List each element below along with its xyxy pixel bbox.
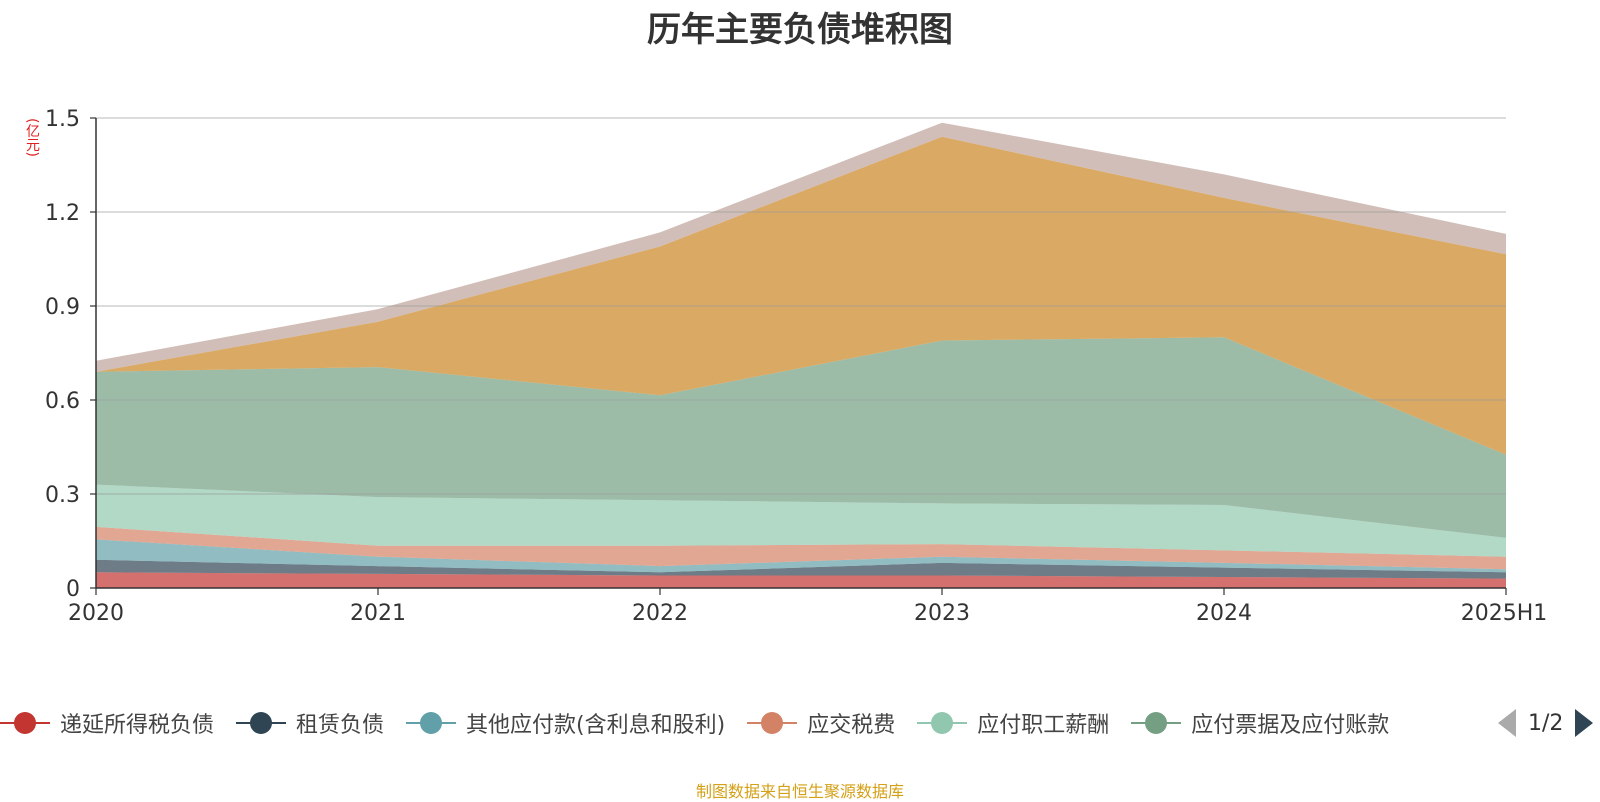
x-tick-label: 2025H1 xyxy=(1461,601,1548,626)
legend-item[interactable]: 递延所得税负债 xyxy=(0,707,214,739)
legend-label: 其他应付款(含利息和股利) xyxy=(466,713,726,738)
x-tick-label: 2020 xyxy=(68,601,124,626)
series-area-4 xyxy=(96,484,1506,557)
x-tick-label: 2024 xyxy=(1196,601,1252,626)
legend-marker-icon xyxy=(236,710,287,736)
y-tick-label: 0.6 xyxy=(45,389,80,414)
x-tick-label: 2021 xyxy=(350,601,406,626)
series-area-1 xyxy=(96,559,1506,579)
y-tick-label: 0.3 xyxy=(45,483,80,508)
legend-pager: 1/2 xyxy=(1498,706,1594,740)
legend-item[interactable]: 租赁负债 xyxy=(236,707,384,739)
legend-item[interactable]: 应付票据及应付账款 xyxy=(1131,707,1389,739)
series-area-3 xyxy=(96,526,1506,570)
legend-marker-icon xyxy=(0,710,50,736)
y-tick-label: 1.2 xyxy=(45,201,80,226)
series-area-5 xyxy=(96,337,1506,538)
legend-label: 应交税费 xyxy=(807,713,896,738)
legend-marker-icon xyxy=(406,710,457,736)
y-tick-label: 0 xyxy=(66,577,80,602)
legend-marker-icon xyxy=(917,710,968,736)
y-tick-label: 0.9 xyxy=(45,295,80,320)
legend-label: 应付票据及应付账款 xyxy=(1191,713,1390,738)
series-area-2 xyxy=(96,539,1506,573)
legend-item[interactable]: 其他应付款(含利息和股利) xyxy=(406,707,725,739)
x-tick-label: 2022 xyxy=(632,601,688,626)
legend-prev-page-icon[interactable] xyxy=(1498,709,1516,737)
legend-item[interactable]: 应交税费 xyxy=(747,707,895,739)
legend-label: 租赁负债 xyxy=(296,713,385,738)
legend-item[interactable]: 应付职工薪酬 xyxy=(917,707,1109,739)
series-area-0 xyxy=(96,572,1506,588)
legend-page-indicator: 1/2 xyxy=(1528,710,1564,736)
legend-next-page-icon[interactable] xyxy=(1575,709,1594,737)
y-axis-unit-label: (亿元) xyxy=(24,118,40,157)
legend-marker-icon xyxy=(747,710,798,736)
legend-label: 递延所得税负债 xyxy=(60,713,215,738)
chart-title: 历年主要负债堆积图 xyxy=(647,10,953,50)
series-area-6 xyxy=(96,136,1506,455)
legend-label: 应付职工薪酬 xyxy=(977,713,1110,738)
x-tick-label: 2023 xyxy=(914,601,970,626)
legend-marker-icon xyxy=(1131,710,1182,736)
data-source-note: 制图数据来自恒生聚源数据库 xyxy=(695,782,904,801)
area-chart: 0 0.3 0.6 0.9 1.2 1.5 2020 2021 2022 2023 2024 2025… xyxy=(45,107,1548,626)
legend: 递延所得税负债 租赁负债 其他应付款(含利息和股利) 应交税费 应付职工薪酬 应付票据及应… xyxy=(0,706,1411,740)
y-tick-label: 1.5 xyxy=(45,107,80,132)
